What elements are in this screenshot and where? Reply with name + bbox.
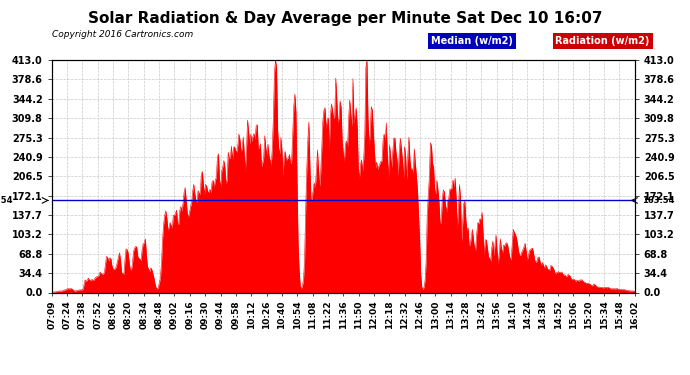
- Text: Solar Radiation & Day Average per Minute Sat Dec 10 16:07: Solar Radiation & Day Average per Minute…: [88, 11, 602, 26]
- Text: 163.54: 163.54: [642, 196, 674, 205]
- Text: Radiation (w/m2): Radiation (w/m2): [555, 36, 650, 46]
- Text: Median (w/m2): Median (w/m2): [431, 36, 513, 46]
- Text: Copyright 2016 Cartronics.com: Copyright 2016 Cartronics.com: [52, 30, 193, 39]
- Text: 163.54: 163.54: [0, 196, 13, 205]
